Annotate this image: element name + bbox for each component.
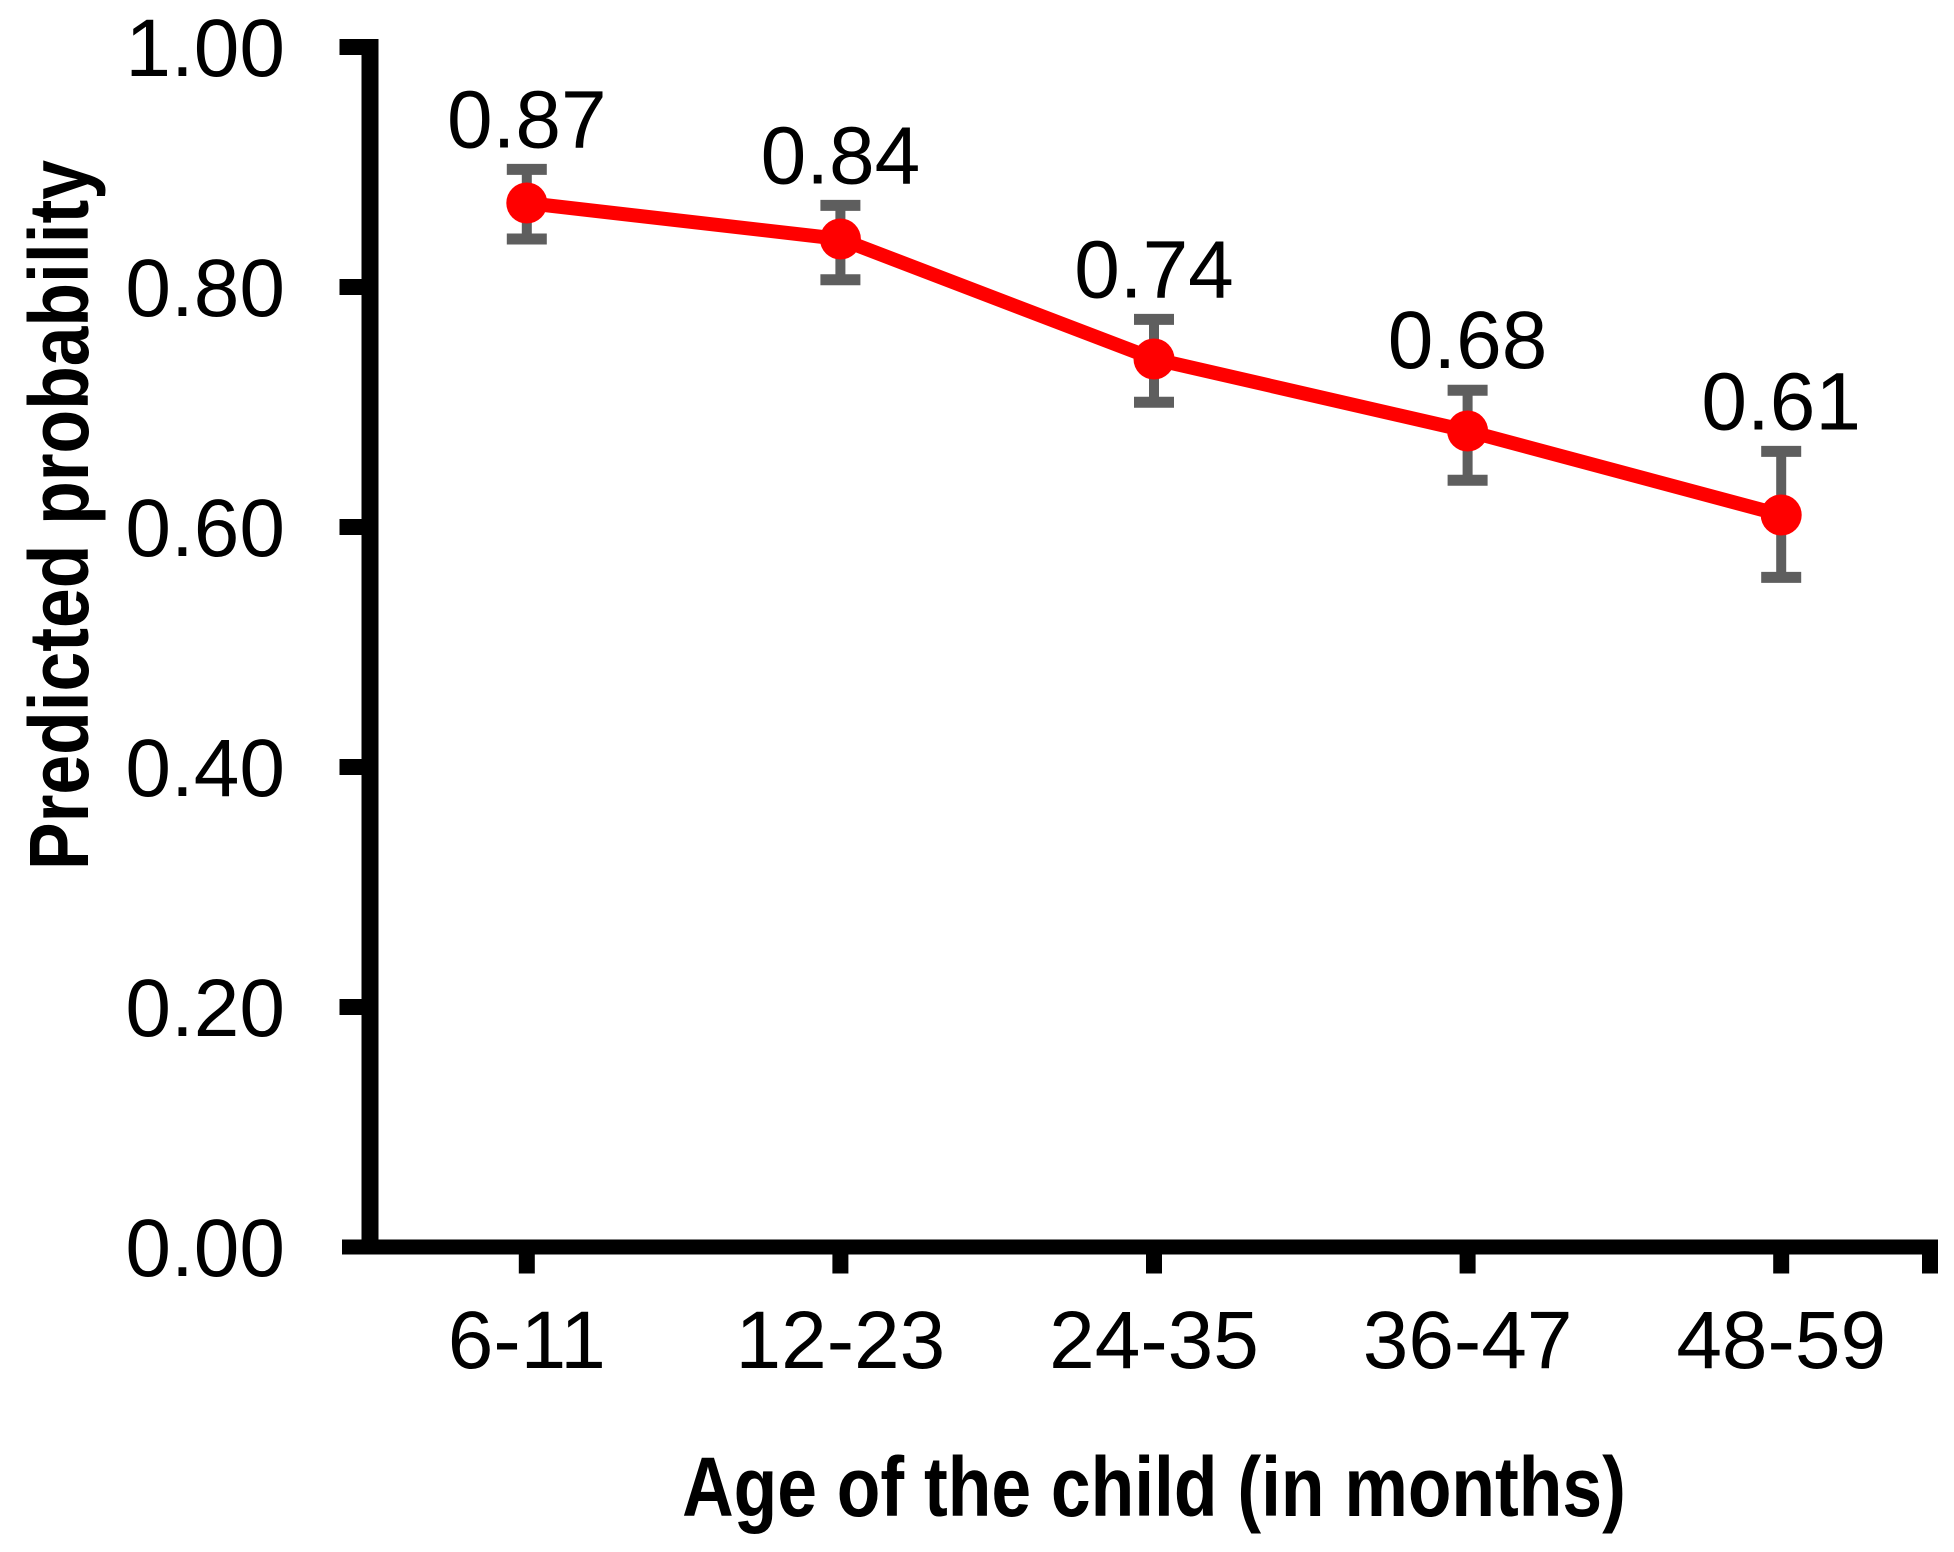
y-tick-label: 0.40 xyxy=(125,723,285,814)
data-point-marker xyxy=(1133,338,1175,380)
y-tick-label: 0.00 xyxy=(125,1203,285,1294)
x-axis-title: Age of the child (in months) xyxy=(682,1439,1626,1534)
x-tick-label: 36-47 xyxy=(1363,1295,1573,1386)
x-tick-label: 24-35 xyxy=(1049,1295,1259,1386)
y-tick-label: 1.00 xyxy=(125,3,285,94)
data-point-marker xyxy=(819,218,861,260)
x-tick-label: 6-11 xyxy=(448,1295,606,1386)
y-tick-label: 0.60 xyxy=(125,483,285,574)
data-label: 0.74 xyxy=(1074,224,1234,315)
data-point-marker xyxy=(506,182,548,224)
data-label: 0.87 xyxy=(447,74,607,165)
data-point-marker xyxy=(1447,410,1489,452)
x-tick-label: 48-59 xyxy=(1676,1295,1886,1386)
data-label: 0.84 xyxy=(761,110,921,201)
data-point-marker xyxy=(1760,494,1802,536)
y-tick-label: 0.80 xyxy=(125,243,285,334)
x-tick-label: 12-23 xyxy=(736,1295,946,1386)
data-label: 0.68 xyxy=(1388,295,1548,386)
y-tick-label: 0.20 xyxy=(125,963,285,1054)
y-axis-title: Predicted probability xyxy=(11,160,106,870)
data-label: 0.61 xyxy=(1701,356,1861,447)
